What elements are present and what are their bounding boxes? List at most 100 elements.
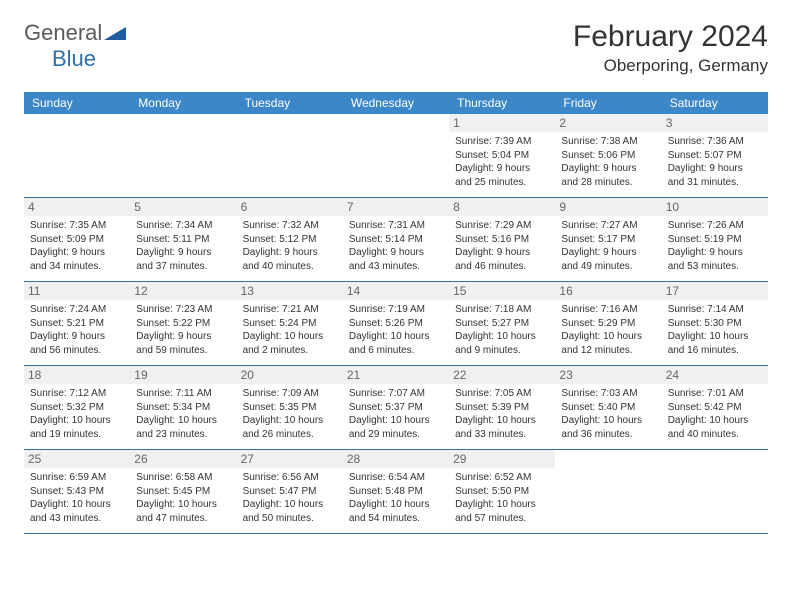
day-header: Friday — [555, 92, 661, 114]
day-info: Sunrise: 7:27 AMSunset: 5:17 PMDaylight:… — [561, 219, 655, 273]
week-row: 11 Sunrise: 7:24 AMSunset: 5:21 PMDayligh… — [24, 282, 768, 366]
day-cell: 22 Sunrise: 7:05 AMSunset: 5:39 PMDayligh… — [449, 366, 555, 449]
day-number: 23 — [555, 366, 661, 384]
day-info: Sunrise: 6:52 AMSunset: 5:50 PMDaylight:… — [455, 471, 549, 525]
day-header: Monday — [130, 92, 236, 114]
day-number: 14 — [343, 282, 449, 300]
day-number: 15 — [449, 282, 555, 300]
day-cell — [555, 450, 661, 533]
day-number: 13 — [237, 282, 343, 300]
day-info: Sunrise: 7:12 AMSunset: 5:32 PMDaylight:… — [30, 387, 124, 441]
day-cell: 28Sunrise: 6:54 AMSunset: 5:48 PMDayligh… — [343, 450, 449, 533]
day-cell: 18Sunrise: 7:12 AMSunset: 5:32 PMDayligh… — [24, 366, 130, 449]
day-number: 25 — [24, 450, 130, 468]
day-header: Thursday — [449, 92, 555, 114]
day-cell: 1Sunrise: 7:39 AMSunset: 5:04 PMDaylight… — [449, 114, 555, 197]
day-cell — [24, 114, 130, 197]
day-info: Sunrise: 7:39 AMSunset: 5:04 PMDaylight:… — [455, 135, 549, 189]
day-number: 29 — [449, 450, 555, 468]
day-info: Sunrise: 7:19 AMSunset: 5:26 PMDaylight:… — [349, 303, 443, 357]
day-cell: 16 Sunrise: 7:16 AMSunset: 5:29 PMDayligh… — [555, 282, 661, 365]
day-number: 4 — [24, 198, 130, 216]
day-info: Sunrise: 7:36 AMSunset: 5:07 PMDaylight:… — [668, 135, 762, 189]
week-row: 1Sunrise: 7:39 AMSunset: 5:04 PMDaylight… — [24, 114, 768, 198]
day-header: Tuesday — [237, 92, 343, 114]
day-cell: 17 Sunrise: 7:14 AMSunset: 5:30 PMDayligh… — [662, 282, 768, 365]
day-cell — [237, 114, 343, 197]
day-cell — [343, 114, 449, 197]
day-number: 10 — [662, 198, 768, 216]
day-number: 16 — [555, 282, 661, 300]
week-row: 18Sunrise: 7:12 AMSunset: 5:32 PMDayligh… — [24, 366, 768, 450]
day-number: 11 — [24, 282, 130, 300]
day-cell: 12Sunrise: 7:23 AMSunset: 5:22 PMDayligh… — [130, 282, 236, 365]
day-cell: 6Sunrise: 7:32 AMSunset: 5:12 PMDaylight… — [237, 198, 343, 281]
day-number: 26 — [130, 450, 236, 468]
day-number: 7 — [343, 198, 449, 216]
day-info: Sunrise: 7:09 AMSunset: 5:35 PMDaylight:… — [243, 387, 337, 441]
day-info: Sunrise: 7:32 AMSunset: 5:12 PMDaylight:… — [243, 219, 337, 273]
day-cell: 11 Sunrise: 7:24 AMSunset: 5:21 PMDayligh… — [24, 282, 130, 365]
day-info: Sunrise: 6:54 AMSunset: 5:48 PMDaylight:… — [349, 471, 443, 525]
day-number: 27 — [237, 450, 343, 468]
day-info: Sunrise: 7:07 AMSunset: 5:37 PMDaylight:… — [349, 387, 443, 441]
day-number: 17 — [662, 282, 768, 300]
week-row: 4 Sunrise: 7:35 AMSunset: 5:09 PMDaylight… — [24, 198, 768, 282]
day-cell: 2 Sunrise: 7:38 AMSunset: 5:06 PMDaylight… — [555, 114, 661, 197]
day-info: Sunrise: 6:58 AMSunset: 5:45 PMDaylight:… — [136, 471, 230, 525]
month-year: February 2024 — [573, 20, 768, 54]
day-header: Saturday — [662, 92, 768, 114]
day-info: Sunrise: 7:23 AMSunset: 5:22 PMDaylight:… — [136, 303, 230, 357]
day-info: Sunrise: 6:56 AMSunset: 5:47 PMDaylight:… — [243, 471, 337, 525]
day-info: Sunrise: 7:24 AMSunset: 5:21 PMDaylight:… — [30, 303, 124, 357]
day-number: 21 — [343, 366, 449, 384]
day-number: 19 — [130, 366, 236, 384]
day-info: Sunrise: 7:18 AMSunset: 5:27 PMDaylight:… — [455, 303, 549, 357]
logo-triangle-icon — [104, 24, 126, 40]
day-cell: 23 Sunrise: 7:03 AMSunset: 5:40 PMDayligh… — [555, 366, 661, 449]
day-number: 2 — [555, 114, 661, 132]
day-info: Sunrise: 7:16 AMSunset: 5:29 PMDaylight:… — [561, 303, 655, 357]
day-number: 3 — [662, 114, 768, 132]
weeks-container: 1Sunrise: 7:39 AMSunset: 5:04 PMDaylight… — [24, 114, 768, 534]
day-cell: 4 Sunrise: 7:35 AMSunset: 5:09 PMDaylight… — [24, 198, 130, 281]
day-cell: 10 Sunrise: 7:26 AMSunset: 5:19 PMDayligh… — [662, 198, 768, 281]
logo: General Blue — [24, 20, 126, 72]
day-header: Wednesday — [343, 92, 449, 114]
day-cell — [130, 114, 236, 197]
day-info: Sunrise: 7:34 AMSunset: 5:11 PMDaylight:… — [136, 219, 230, 273]
day-cell: 20 Sunrise: 7:09 AMSunset: 5:35 PMDayligh… — [237, 366, 343, 449]
day-number: 9 — [555, 198, 661, 216]
header: General Blue February 2024 Oberporing, G… — [24, 20, 768, 76]
day-info: Sunrise: 7:05 AMSunset: 5:39 PMDaylight:… — [455, 387, 549, 441]
day-cell: 14 Sunrise: 7:19 AMSunset: 5:26 PMDayligh… — [343, 282, 449, 365]
location: Oberporing, Germany — [573, 56, 768, 76]
day-info: Sunrise: 7:29 AMSunset: 5:16 PMDaylight:… — [455, 219, 549, 273]
day-cell: 25Sunrise: 6:59 AMSunset: 5:43 PMDayligh… — [24, 450, 130, 533]
day-header: Sunday — [24, 92, 130, 114]
day-info: Sunrise: 7:01 AMSunset: 5:42 PMDaylight:… — [668, 387, 762, 441]
day-info: Sunrise: 7:14 AMSunset: 5:30 PMDaylight:… — [668, 303, 762, 357]
day-cell: 8 Sunrise: 7:29 AMSunset: 5:16 PMDaylight… — [449, 198, 555, 281]
day-info: Sunrise: 7:38 AMSunset: 5:06 PMDaylight:… — [561, 135, 655, 189]
calendar-grid: Sunday Monday Tuesday Wednesday Thursday… — [24, 92, 768, 534]
logo-text-general: General — [24, 20, 102, 45]
logo-text-blue: Blue — [52, 46, 96, 71]
day-cell: 7 Sunrise: 7:31 AMSunset: 5:14 PMDaylight… — [343, 198, 449, 281]
day-cell: 27 Sunrise: 6:56 AMSunset: 5:47 PMDayligh… — [237, 450, 343, 533]
day-cell: 15 Sunrise: 7:18 AMSunset: 5:27 PMDayligh… — [449, 282, 555, 365]
day-cell: 26 Sunrise: 6:58 AMSunset: 5:45 PMDayligh… — [130, 450, 236, 533]
day-number: 8 — [449, 198, 555, 216]
day-cell: 9 Sunrise: 7:27 AMSunset: 5:17 PMDaylight… — [555, 198, 661, 281]
day-info: Sunrise: 7:26 AMSunset: 5:19 PMDaylight:… — [668, 219, 762, 273]
day-info: Sunrise: 7:31 AMSunset: 5:14 PMDaylight:… — [349, 219, 443, 273]
day-number: 20 — [237, 366, 343, 384]
day-cell: 24Sunrise: 7:01 AMSunset: 5:42 PMDayligh… — [662, 366, 768, 449]
day-info: Sunrise: 7:11 AMSunset: 5:34 PMDaylight:… — [136, 387, 230, 441]
day-number: 22 — [449, 366, 555, 384]
day-cell: 3 Sunrise: 7:36 AMSunset: 5:07 PMDaylight… — [662, 114, 768, 197]
title-block: February 2024 Oberporing, Germany — [573, 20, 768, 76]
day-cell: 5Sunrise: 7:34 AMSunset: 5:11 PMDaylight… — [130, 198, 236, 281]
day-info: Sunrise: 7:03 AMSunset: 5:40 PMDaylight:… — [561, 387, 655, 441]
day-info: Sunrise: 7:35 AMSunset: 5:09 PMDaylight:… — [30, 219, 124, 273]
